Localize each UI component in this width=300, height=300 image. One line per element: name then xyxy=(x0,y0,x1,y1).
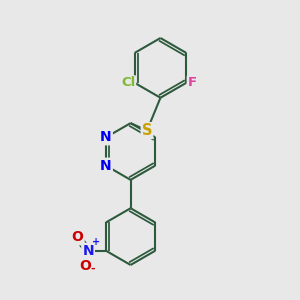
Text: Cl: Cl xyxy=(121,76,135,89)
Text: F: F xyxy=(188,76,197,89)
Text: S: S xyxy=(142,123,152,138)
Text: -: - xyxy=(91,264,95,274)
Text: O: O xyxy=(72,230,84,244)
Text: +: + xyxy=(92,237,101,248)
Text: N: N xyxy=(82,244,94,258)
Text: O: O xyxy=(79,259,91,273)
Text: N: N xyxy=(100,130,112,144)
Text: N: N xyxy=(100,159,112,173)
